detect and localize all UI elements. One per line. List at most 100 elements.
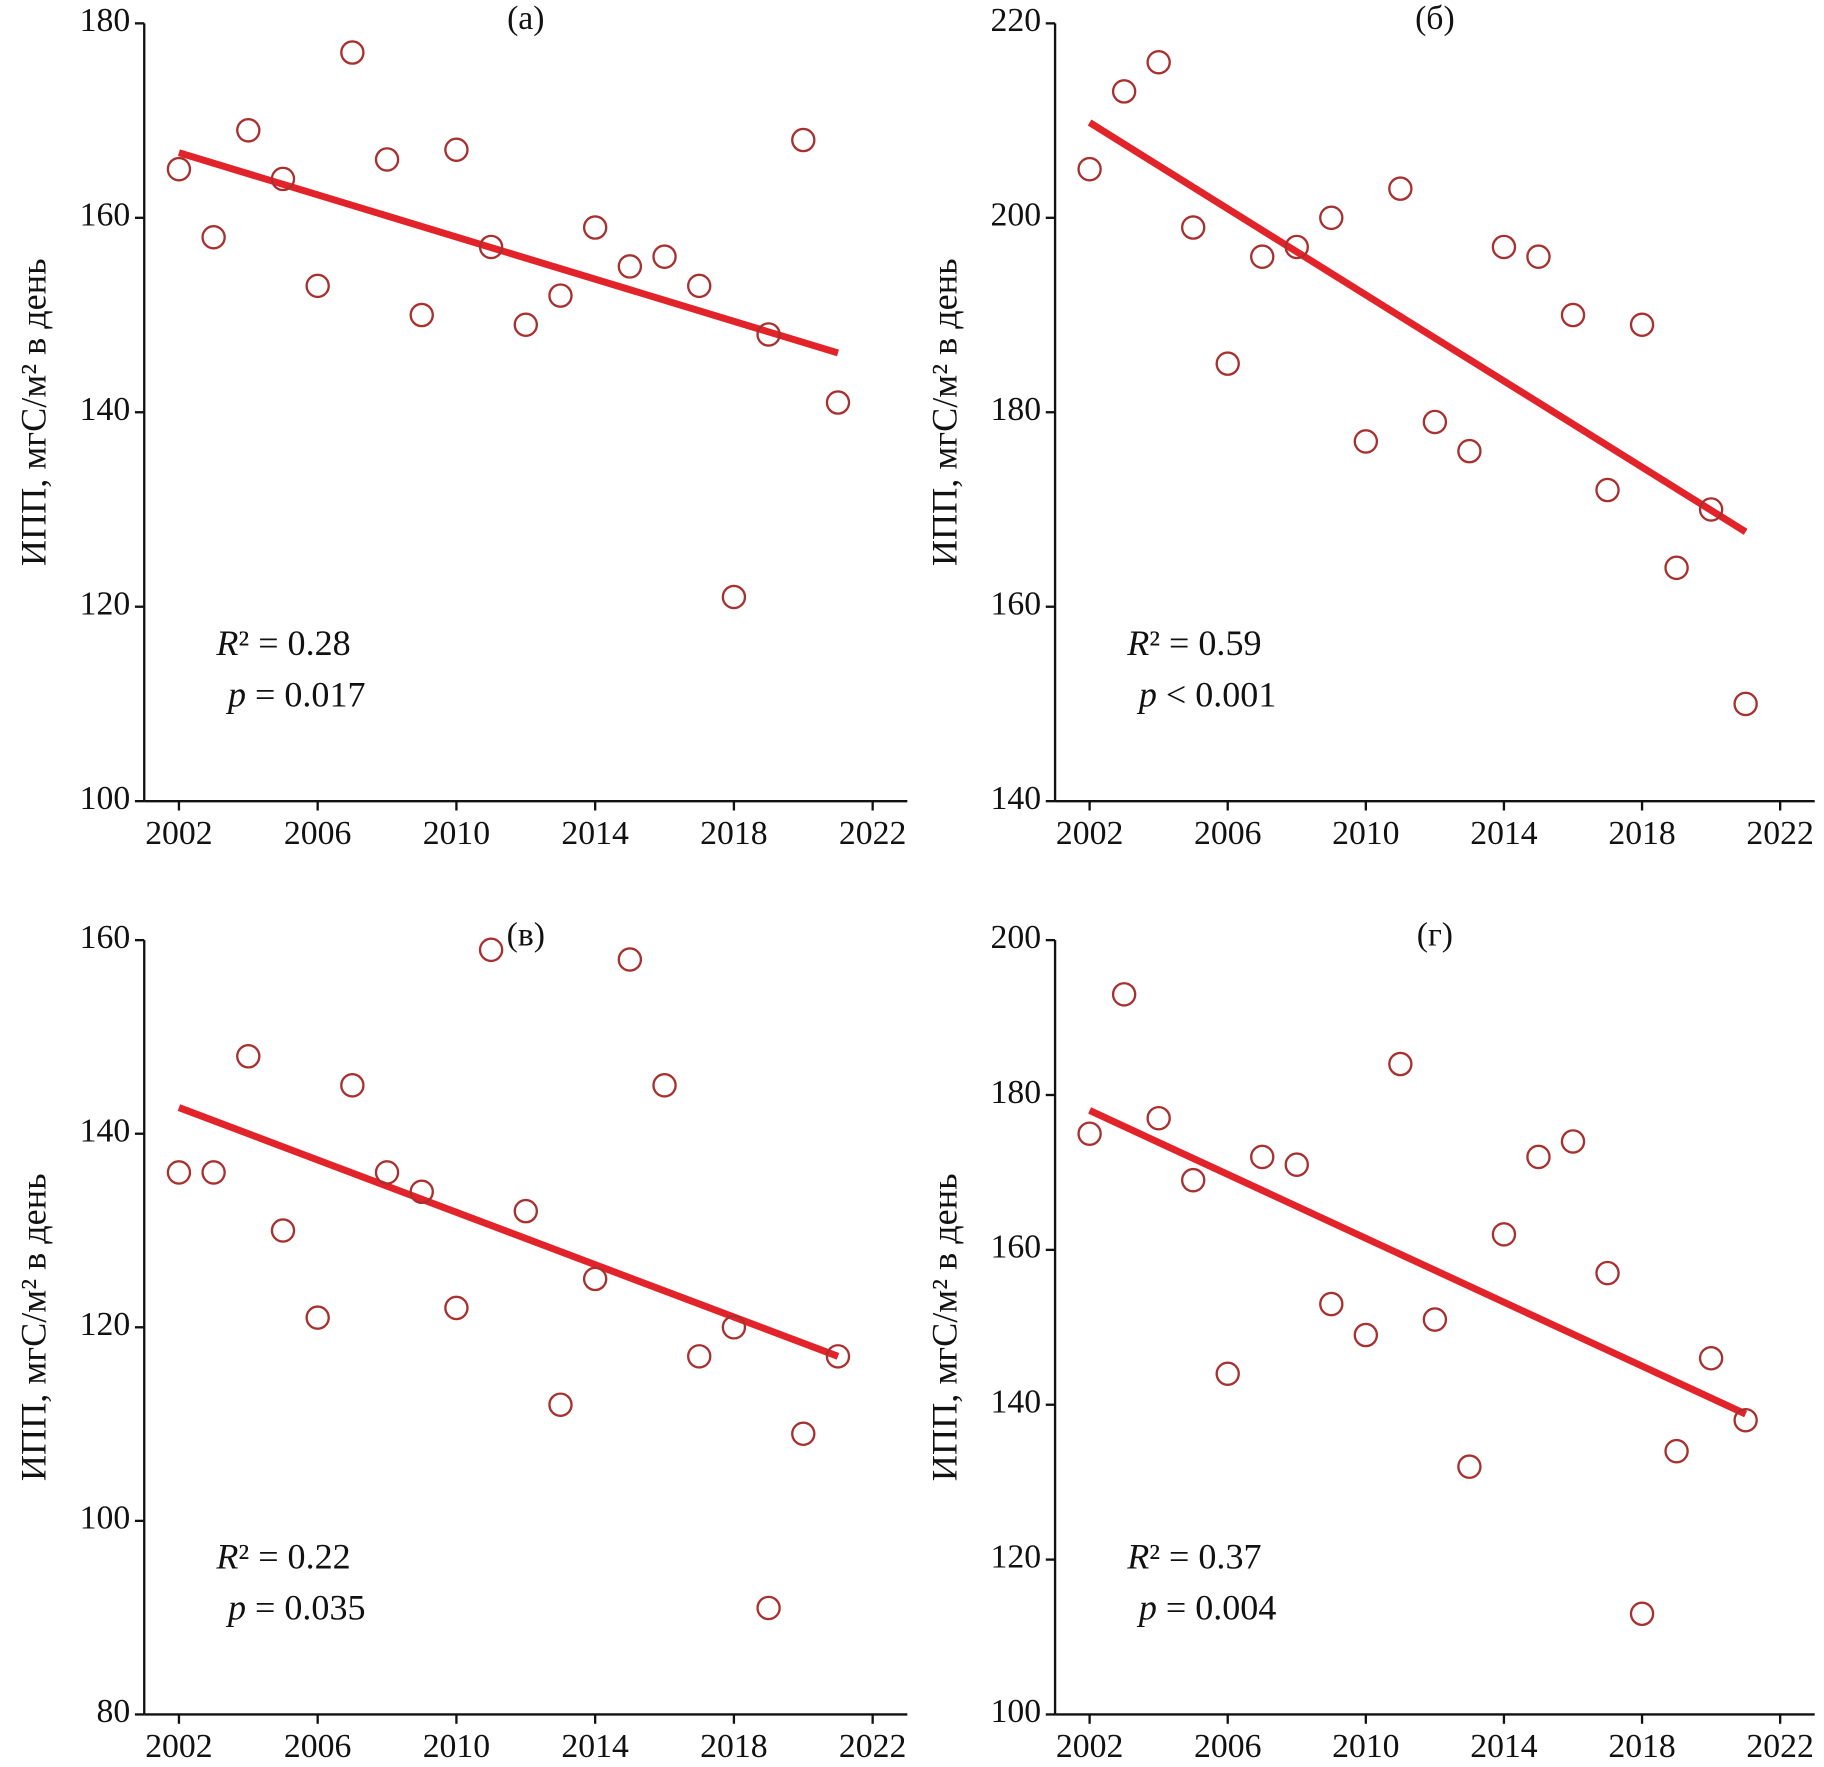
data-point <box>756 1595 781 1621</box>
y-tick-label: 140 <box>80 391 131 428</box>
data-point <box>1491 234 1517 260</box>
data-point <box>582 215 608 240</box>
x-tick-label: 2018 <box>700 815 767 852</box>
data-point <box>1664 1438 1689 1464</box>
data-point <box>1733 1407 1758 1433</box>
x-tick-label: 2022 <box>1746 1728 1813 1765</box>
x-tick-label: 2010 <box>423 815 490 852</box>
stat-annotation: p = 0.004 <box>1136 1588 1277 1628</box>
x-tick-label: 2022 <box>839 815 906 852</box>
x-tick-label: 2010 <box>1332 1728 1399 1765</box>
data-point <box>1077 1121 1102 1146</box>
data-point <box>1180 1167 1206 1193</box>
x-tick-label: 2018 <box>1608 815 1675 852</box>
data-point <box>1422 1307 1448 1332</box>
y-tick-label: 100 <box>80 1500 131 1537</box>
data-point <box>270 1218 296 1243</box>
data-point <box>756 322 781 347</box>
x-tick-label: 2010 <box>423 1728 490 1765</box>
y-tick-label: 140 <box>991 1383 1042 1420</box>
panel-title: (а) <box>507 0 544 37</box>
data-point <box>1353 429 1379 454</box>
data-point <box>1526 244 1551 269</box>
data-point <box>1595 477 1620 503</box>
data-point <box>1180 215 1206 240</box>
y-tick-label: 180 <box>991 391 1042 428</box>
y-tick-label: 140 <box>80 1112 131 1149</box>
y-tick-label: 160 <box>80 197 131 234</box>
data-point <box>652 1073 677 1098</box>
data-point <box>1388 176 1413 201</box>
x-tick-label: 2006 <box>284 815 351 852</box>
data-point <box>1422 409 1448 435</box>
data-point <box>270 166 296 192</box>
x-tick-label: 2022 <box>839 1728 906 1765</box>
data-point <box>1457 1454 1482 1479</box>
trend-line <box>1088 1107 1748 1418</box>
data-point <box>1629 1601 1655 1627</box>
data-point <box>236 1044 261 1069</box>
x-tick-label: 2014 <box>561 815 629 852</box>
x-tick-label: 2010 <box>1332 815 1399 852</box>
data-point <box>1698 497 1724 522</box>
stat-annotation: R² = 0.59 <box>1126 623 1261 663</box>
panel-title: (г) <box>1417 917 1453 954</box>
y-axis-label: ИПП, мгС/м² в день <box>14 1173 54 1481</box>
x-tick-label: 2002 <box>145 1728 212 1765</box>
data-point <box>201 224 226 250</box>
data-point <box>513 312 539 338</box>
y-tick-label: 100 <box>80 780 131 817</box>
data-point <box>236 118 261 143</box>
data-point <box>166 1160 192 1185</box>
data-point <box>1560 302 1586 328</box>
stat-annotation: R² = 0.22 <box>215 1537 350 1577</box>
data-point <box>478 234 504 260</box>
y-tick-label: 140 <box>991 780 1042 817</box>
y-axis-label: ИПП, мгС/м² в день <box>924 258 964 566</box>
data-point <box>687 273 712 299</box>
y-axis-label: ИПП, мгС/м² в день <box>14 258 54 566</box>
data-point <box>1526 1144 1551 1170</box>
y-tick-label: 200 <box>991 919 1042 956</box>
data-point <box>1215 351 1240 376</box>
x-tick-label: 2022 <box>1746 815 1813 852</box>
trend-line <box>177 149 839 357</box>
y-tick-label: 120 <box>991 1538 1042 1575</box>
x-tick-label: 2018 <box>700 1728 767 1765</box>
data-point <box>478 937 504 963</box>
data-point <box>687 1344 712 1369</box>
data-point <box>444 1295 469 1321</box>
data-point <box>374 1160 400 1185</box>
data-point <box>1698 1346 1724 1371</box>
data-point <box>721 1315 747 1340</box>
y-tick-label: 200 <box>991 197 1042 234</box>
data-point <box>513 1198 539 1224</box>
data-point <box>340 40 365 65</box>
data-point <box>721 584 747 610</box>
data-point <box>825 390 851 415</box>
stat-annotation: p = 0.035 <box>225 1588 366 1628</box>
data-point <box>1319 1291 1344 1317</box>
data-point <box>1250 1144 1275 1170</box>
data-point <box>1491 1222 1517 1247</box>
trend-line <box>177 1104 840 1360</box>
data-point <box>340 1073 365 1098</box>
y-tick-label: 80 <box>97 1693 131 1730</box>
data-point <box>1250 244 1275 269</box>
y-axis-label: ИПП, мгС/м² в день <box>924 1173 964 1481</box>
data-point <box>166 156 192 182</box>
stat-annotation: p = 0.017 <box>225 675 366 715</box>
data-point <box>1353 1322 1379 1348</box>
data-point <box>1284 1152 1309 1177</box>
data-point <box>305 1305 330 1330</box>
data-point <box>791 127 816 153</box>
data-point <box>1733 691 1758 717</box>
panel-title: (в) <box>507 917 545 954</box>
y-tick-label: 180 <box>80 2 131 39</box>
data-point <box>374 147 400 172</box>
trend-line <box>1087 119 1748 535</box>
y-tick-label: 160 <box>80 919 131 956</box>
data-point <box>305 273 330 299</box>
